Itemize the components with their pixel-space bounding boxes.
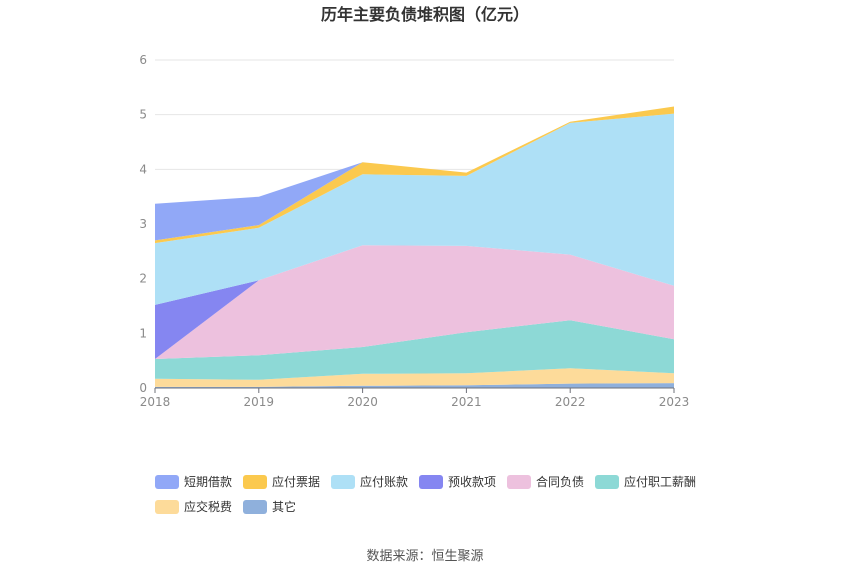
y-tick-label: 6: [139, 53, 147, 67]
legend-item[interactable]: 合同负债: [507, 474, 584, 489]
y-tick-label: 2: [139, 272, 147, 286]
legend-item[interactable]: 应交税费: [155, 499, 232, 514]
legend-label: 应付账款: [360, 474, 408, 489]
legend-swatch: [595, 475, 619, 489]
legend-item[interactable]: 其它: [243, 499, 296, 514]
legend-label: 合同负债: [536, 474, 584, 489]
area-series-2: [155, 320, 674, 380]
x-tick-label: 2019: [244, 395, 275, 409]
x-tick-label: 2018: [140, 395, 171, 409]
y-tick-label: 1: [139, 326, 147, 340]
legend-label: 其它: [272, 499, 296, 514]
areas: [155, 106, 674, 388]
chart-title: 历年主要负债堆积图（亿元）: [321, 5, 529, 24]
source-note: 数据来源：恒生聚源: [366, 549, 483, 564]
legend-label: 预收款项: [448, 475, 496, 489]
area-series-1: [155, 368, 674, 387]
x-tick-label: 2020: [347, 395, 378, 409]
legend-item[interactable]: 应付账款: [331, 474, 408, 489]
legend-item[interactable]: 预收款项: [419, 475, 496, 489]
area-series-6: [155, 106, 674, 244]
legend-item[interactable]: 短期借款: [155, 475, 232, 489]
legend-swatch: [243, 500, 267, 514]
legend-swatch: [507, 475, 531, 489]
legend-swatch: [155, 475, 179, 489]
area-series-3: [155, 245, 674, 359]
legend-label: 短期借款: [184, 475, 232, 489]
legend-label: 应付职工薪酬: [624, 474, 696, 489]
legend-item[interactable]: 应付职工薪酬: [595, 474, 696, 489]
legend-label: 应付票据: [272, 474, 320, 489]
area-series-7: [155, 106, 674, 241]
y-tick-label: 5: [139, 108, 147, 122]
axes: 0 1 2 3 4 5 6 2018 2019 2020 2021 2022 2023: [139, 53, 689, 409]
legend-label: 应交税费: [184, 499, 232, 514]
x-tick-label: 2023: [659, 395, 690, 409]
y-tick-label: 0: [139, 381, 147, 395]
legend-item[interactable]: 应付票据: [243, 474, 320, 489]
area-series-5: [155, 113, 674, 305]
legend-swatch: [419, 475, 443, 489]
y-tick-label: 3: [139, 217, 147, 231]
x-tick-label: 2021: [451, 395, 482, 409]
legend-swatch: [331, 475, 355, 489]
legend-swatch: [155, 500, 179, 514]
y-tick-label: 4: [139, 162, 147, 176]
legend-swatch: [243, 475, 267, 489]
x-tick-label: 2022: [555, 395, 586, 409]
